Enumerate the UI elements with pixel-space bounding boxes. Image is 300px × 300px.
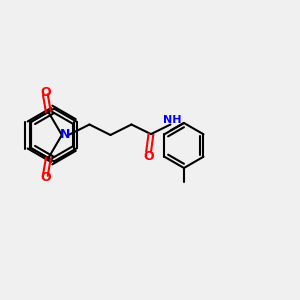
Text: N: N: [60, 128, 70, 142]
Text: NH: NH: [163, 115, 181, 125]
Text: O: O: [143, 150, 154, 163]
Text: O: O: [40, 171, 51, 184]
Text: O: O: [40, 86, 51, 99]
